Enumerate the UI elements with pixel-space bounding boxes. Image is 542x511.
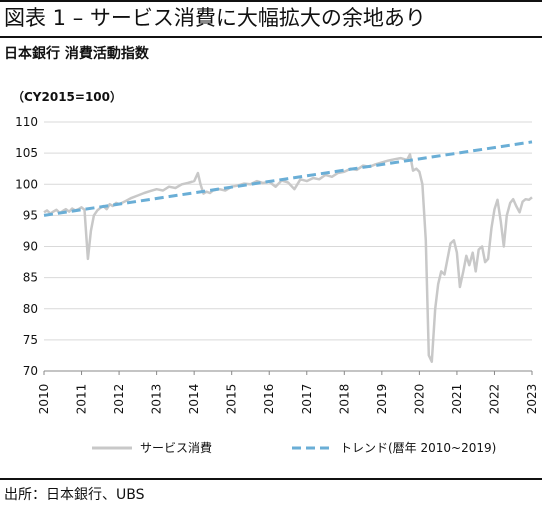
y-tick-label: 110 [15, 115, 38, 129]
x-tick-label: 2018 [337, 384, 351, 415]
x-tick-label: 2013 [150, 384, 164, 415]
x-tick-label: 2011 [75, 384, 89, 415]
x-tick-label: 2016 [262, 384, 276, 415]
x-tick-label: 2014 [187, 384, 201, 415]
y-tick-label: 75 [23, 333, 38, 347]
x-tick-label: 2021 [450, 384, 464, 415]
x-tick-label: 2020 [412, 384, 426, 415]
y-tick-label: 70 [23, 364, 38, 378]
series-group [43, 140, 533, 363]
y-tick-label: 85 [23, 271, 38, 285]
y-tick-label: 90 [23, 240, 38, 254]
grid-lines [44, 121, 532, 341]
chart-subtitle: 日本銀行 消費活動指数 [4, 46, 149, 62]
x-tick-label: 2010 [37, 384, 51, 415]
x-tick-label: 2022 [487, 384, 501, 415]
legend: サービス消費 トレンド(暦年 2010~2019) [92, 440, 496, 455]
x-tick-label: 2017 [300, 384, 314, 415]
y-tick-label: 80 [23, 302, 38, 316]
legend-label-2: トレンド(暦年 2010~2019) [340, 441, 496, 455]
x-tick-label: 2019 [375, 384, 389, 415]
chart-title: 図表 1 – サービス消費に大幅拡大の余地あり [4, 6, 426, 30]
x-tick-label: 2015 [225, 384, 239, 415]
source-note: 出所：日本銀行、UBS [4, 487, 145, 503]
footer-rule [0, 478, 542, 480]
y-axis-ticks: 70 75 80 85 90 95 100 105 110 [15, 115, 38, 378]
y-tick-label: 105 [15, 146, 38, 160]
y-unit-label: （CY2015=100） [12, 90, 122, 104]
x-axis-ticks: 2010 2011 2012 2013 2014 2015 2016 2017 2018 2019… [37, 371, 539, 414]
y-tick-label: 100 [15, 177, 38, 191]
top-rule [0, 0, 542, 2]
title-rule [0, 36, 542, 38]
x-tick-label: 2012 [112, 384, 126, 415]
y-tick-label: 95 [23, 208, 38, 222]
legend-label-1: サービス消費 [140, 440, 212, 455]
trend-line [43, 140, 533, 217]
service-consumption-line [43, 153, 533, 363]
x-tick-label: 2023 [525, 384, 539, 415]
